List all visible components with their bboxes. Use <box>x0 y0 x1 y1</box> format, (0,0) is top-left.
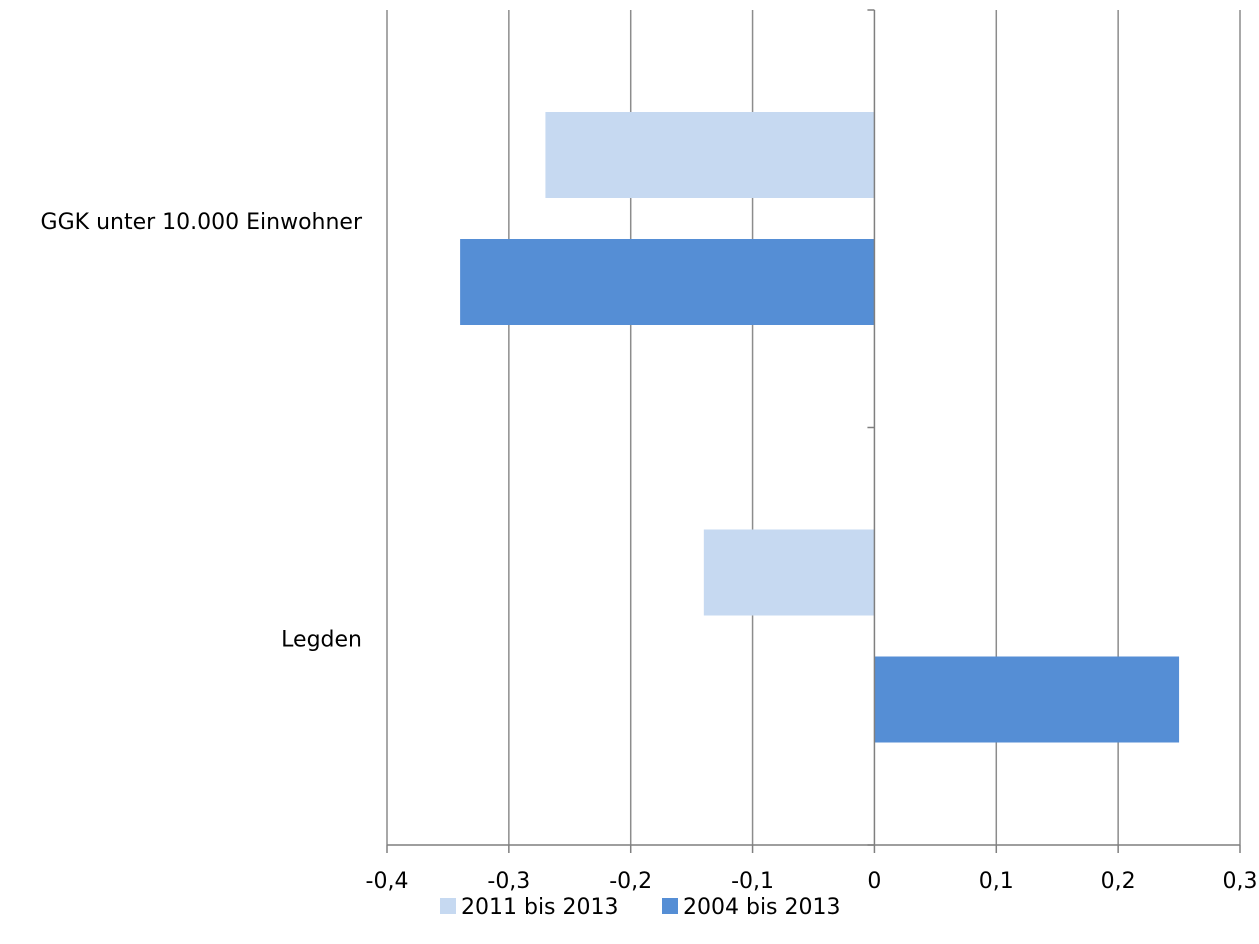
x-tick-label-4: 0 <box>867 869 881 894</box>
legend-swatch-1 <box>440 898 456 914</box>
bar-2-2 <box>874 656 1180 743</box>
x-tick-label-7: 0,3 <box>1223 869 1258 894</box>
legend-swatch-2 <box>662 898 678 914</box>
x-tick-label-5: 0,1 <box>979 869 1014 894</box>
legend: 2011 bis 2013 2004 bis 2013 <box>440 895 841 920</box>
legend-label-1: 2011 bis 2013 <box>461 895 619 920</box>
bars <box>460 112 1180 743</box>
category-label-2: Legden <box>281 628 362 653</box>
bar-1-1 <box>545 112 875 198</box>
bar-1-2 <box>460 239 875 325</box>
legend-label-2: 2004 bis 2013 <box>683 895 841 920</box>
category-labels: GGK unter 10.000 Einwohner Legden <box>41 210 363 653</box>
x-tick-labels: -0,4 -0,3 -0,2 -0,1 0 0,1 0,2 0,3 <box>366 869 1258 894</box>
x-tick-label-6: 0,2 <box>1101 869 1136 894</box>
bar-2-1 <box>703 529 875 616</box>
x-tick-label-0: -0,4 <box>366 869 409 894</box>
x-tick-label-2: -0,2 <box>609 869 652 894</box>
category-label-1: GGK unter 10.000 Einwohner <box>41 210 363 235</box>
x-tick-label-1: -0,3 <box>487 869 530 894</box>
x-tick-label-3: -0,1 <box>731 869 774 894</box>
axes <box>386 9 1241 853</box>
